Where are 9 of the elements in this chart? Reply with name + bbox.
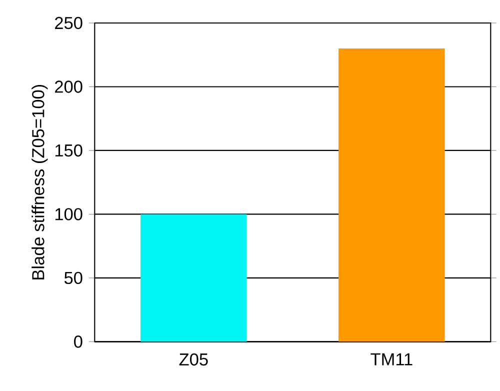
y-tick-label: 250	[55, 16, 82, 30]
y-axis-title: Blade stiffness (Z05=100)	[32, 84, 48, 280]
y-tick-label: 100	[55, 208, 82, 220]
x-tick-label: TM11	[370, 353, 412, 366]
x-tick-label: Z05	[179, 353, 208, 366]
y-tick-label: 150	[55, 144, 82, 157]
y-tick-label: 50	[64, 272, 82, 284]
y-tick-label: 200	[55, 80, 82, 93]
y-tick-label: 0	[74, 336, 82, 348]
